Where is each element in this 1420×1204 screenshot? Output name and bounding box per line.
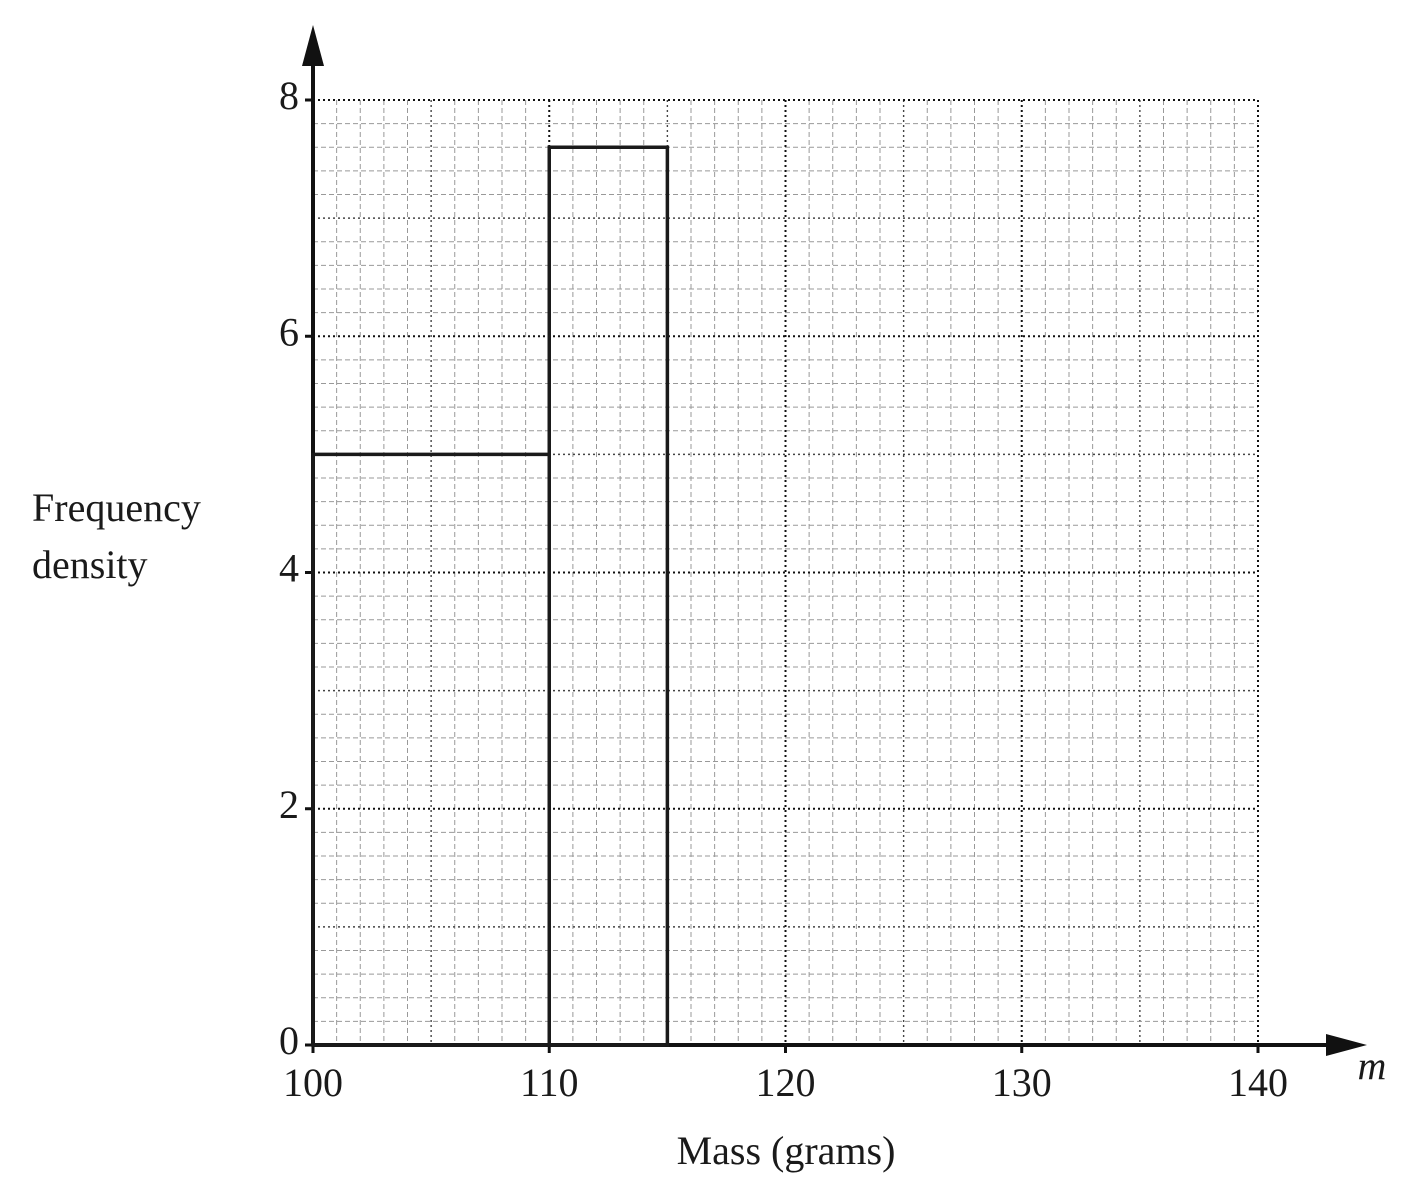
y-axis-label: density <box>32 542 148 587</box>
bar <box>547 145 670 1047</box>
grid <box>312 99 1259 1046</box>
y-tick-label: 0 <box>279 1018 299 1063</box>
y-tick-label: 6 <box>279 309 299 354</box>
y-axis-arrow <box>302 25 324 66</box>
x-tick-label: 120 <box>756 1060 816 1105</box>
x-tick-label: 140 <box>1228 1060 1288 1105</box>
x-axis-arrow <box>1326 1034 1367 1056</box>
y-tick-label: 4 <box>279 546 299 591</box>
x-tick-label: 100 <box>283 1060 343 1105</box>
y-tick-label: 2 <box>279 782 299 827</box>
y-tick-label: 8 <box>279 73 299 118</box>
y-axis-label: Frequency <box>32 485 201 530</box>
x-axis-label: Mass (grams) <box>677 1128 896 1173</box>
x-tick-label: 130 <box>992 1060 1052 1105</box>
x-tick-label: 110 <box>520 1060 579 1105</box>
x-variable: m <box>1358 1043 1387 1088</box>
